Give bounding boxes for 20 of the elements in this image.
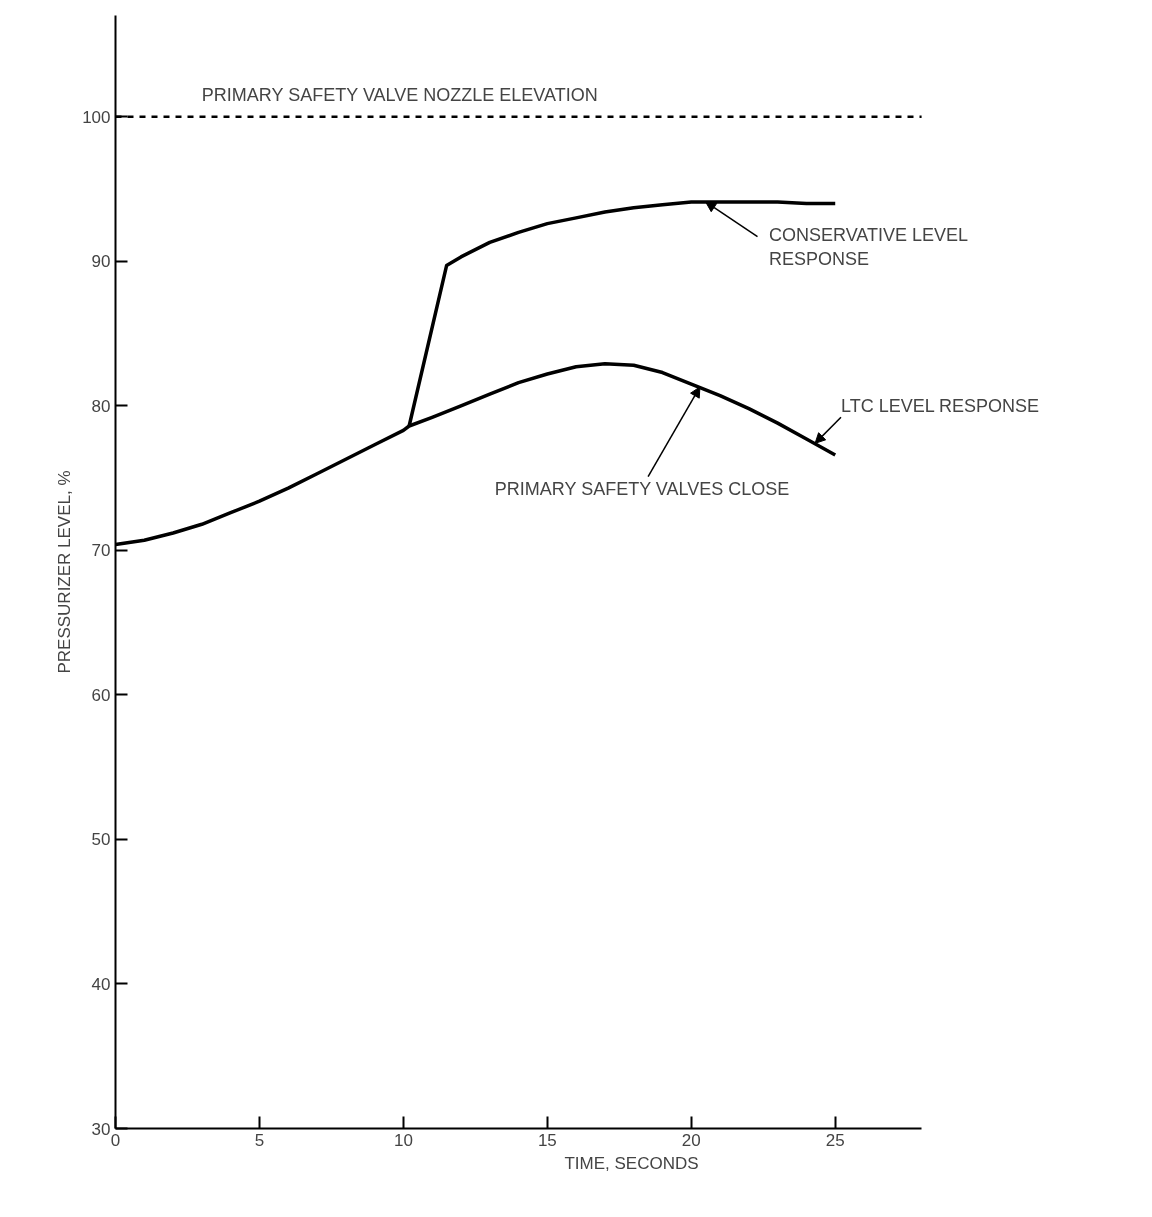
x-tick-label: 15 <box>537 1130 557 1150</box>
y-tick-label: 60 <box>91 685 111 705</box>
annotation: CONSERVATIVE LEVEL RESPONSE <box>769 225 969 270</box>
y-tick-label: 30 <box>91 1119 111 1139</box>
annotation: PRIMARY SAFETY VALVES CLOSE <box>494 479 790 500</box>
y-tick-label: 80 <box>91 396 111 416</box>
x-tick-label: 5 <box>254 1130 265 1150</box>
y-tick-label: 50 <box>91 830 111 850</box>
y-tick-label: 90 <box>91 252 111 272</box>
x-tick-label: 20 <box>681 1130 701 1150</box>
x-tick-label: 25 <box>825 1130 845 1150</box>
y-tick-label: 100 <box>82 107 111 127</box>
ref-line-label: PRIMARY SAFETY VALVE NOZZLE ELEVATION <box>201 85 598 106</box>
x-tick-label: 0 <box>110 1130 121 1150</box>
y-axis-title: PRESSURIZER LEVEL, % <box>55 470 75 674</box>
y-tick-label: 40 <box>91 974 111 994</box>
x-tick-label: 10 <box>393 1130 413 1150</box>
annotation: LTC LEVEL RESPONSE <box>840 395 1040 416</box>
x-axis-title: TIME, SECONDS <box>564 1153 699 1173</box>
y-tick-label: 70 <box>91 541 111 561</box>
